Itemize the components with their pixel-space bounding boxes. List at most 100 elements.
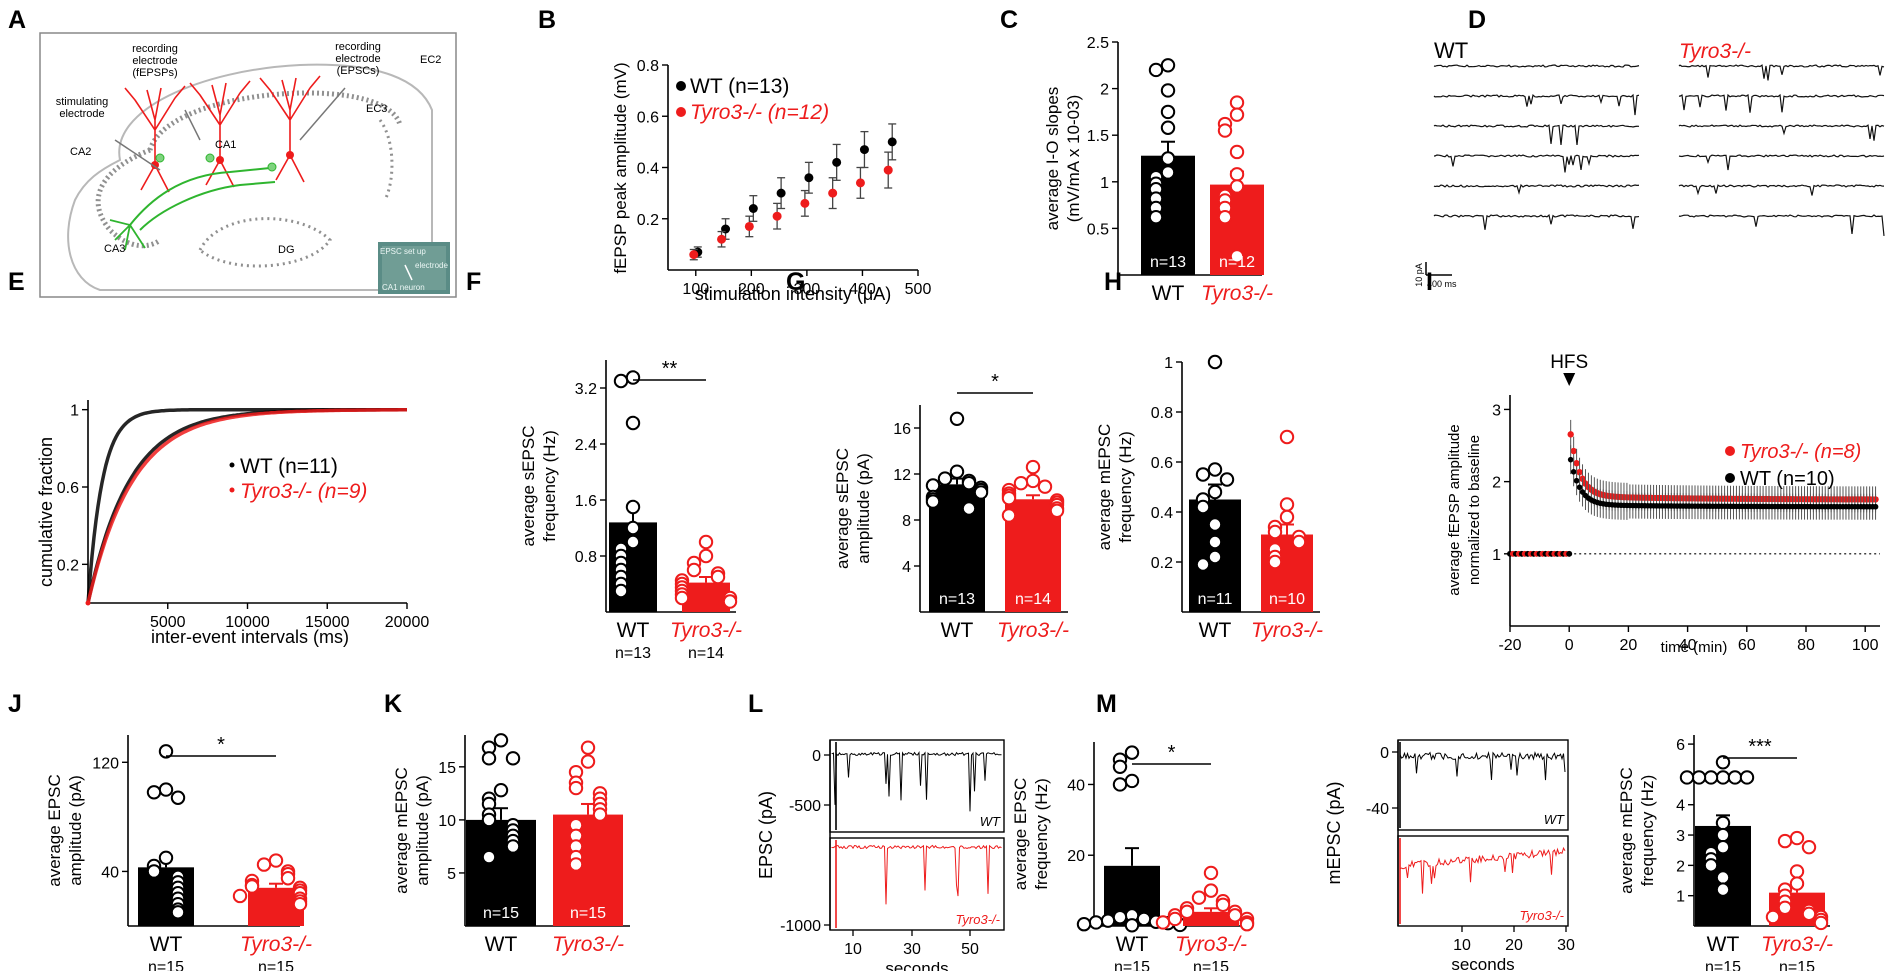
label-recording-fepsp: (fEPSPs) — [132, 67, 177, 79]
data-point-tyro3-L — [1203, 883, 1219, 898]
data-point-tyro3-C — [1229, 95, 1245, 110]
category-label-C: WT — [1152, 282, 1185, 305]
ca3-layer — [95, 147, 162, 249]
data-point-wt-H — [1207, 534, 1223, 550]
data-point-tyro3-M — [1801, 906, 1817, 922]
category-label-H: WT — [1199, 619, 1232, 642]
y-axis-label-B: fEPSP peak amplitude (mV) — [611, 62, 630, 273]
n-label-H: n=11 — [1198, 591, 1233, 608]
stim-electrode-line — [114, 139, 161, 171]
panel-letter-l: L — [748, 690, 763, 718]
x-tick-label-I: 100 — [1852, 637, 1879, 654]
hfs-label-I: HFS — [1550, 352, 1588, 373]
data-point-wt-L — [1124, 745, 1140, 760]
y-tick-label-E: 0.2 — [57, 557, 79, 574]
data-point-wt-C — [1160, 120, 1176, 135]
data-point-wt-F — [625, 534, 641, 550]
y-tick-label-B: 0.8 — [637, 58, 659, 75]
trace-label-wt-L: WT — [980, 814, 1001, 829]
scalebar-label-ms-D: 400 ms — [1427, 279, 1457, 289]
y-tick-label-B: 0.2 — [637, 212, 659, 229]
significance-marker-J: * — [217, 734, 225, 756]
category-label-C: Tyro3-/- — [1201, 282, 1273, 305]
category-label-F: WT — [617, 619, 650, 642]
data-point-tyro3-H — [1291, 534, 1307, 550]
data-point-tyro3-L — [1239, 917, 1255, 932]
trace-wt-M — [1399, 750, 1566, 781]
data-point-tyro3-n-8-I — [1573, 460, 1580, 467]
ca1-soma-0 — [151, 161, 159, 169]
n-label-M: n=15 — [1779, 959, 1815, 971]
data-point-tyro3-M — [1813, 915, 1829, 931]
data-point-wt-M — [1715, 770, 1731, 785]
y-tick-label-M: 4 — [1676, 798, 1685, 815]
data-point-wt-H — [1219, 472, 1235, 487]
data-point-tyro3-G — [1037, 479, 1053, 494]
y-tick-label-G: 16 — [893, 421, 911, 438]
trace-box-ko-L — [829, 837, 1005, 931]
ca3-neuron — [109, 219, 146, 251]
ca1-neuron-0 — [124, 85, 186, 193]
label-recording-epsc: recording — [335, 41, 381, 53]
y-tick-label-F: 2.4 — [575, 437, 597, 454]
data-point-wt-J — [170, 790, 186, 805]
x-tick-label-L-traces: 30 — [903, 941, 921, 958]
cdf-line-wt-fast-E — [86, 407, 407, 604]
data-point-tyro3-M — [1801, 839, 1817, 855]
y-tick-label-H: 0.8 — [1151, 405, 1173, 422]
inset-image-texture — [382, 246, 446, 290]
data-point-tyro3-L — [1179, 904, 1195, 920]
trace-ko-D — [1678, 124, 1885, 141]
cdf-origin-marker-E — [85, 600, 91, 606]
x-tick-label-I: 40 — [1679, 637, 1697, 654]
data-point-tyro3-C — [1229, 144, 1245, 160]
data-point-tyro3-M — [1777, 900, 1793, 916]
significance-marker-G: * — [991, 371, 999, 393]
x-tick-label-I: 60 — [1738, 637, 1756, 654]
ca1-soma-2 — [286, 151, 294, 159]
bar-wt-J — [138, 867, 194, 926]
trace-label-ko-M: Tyro3-/- — [1519, 908, 1564, 923]
y-axis-label-L-traces: EPSC (pA) — [756, 791, 776, 879]
data-point-tyro3-F — [698, 548, 714, 564]
y-tick-label-F: 1.6 — [575, 493, 597, 510]
data-point-wt-C — [1148, 62, 1164, 78]
data-point-wt-H — [1207, 354, 1223, 370]
data-point-tyro3-G — [1049, 503, 1065, 518]
trace-wt-L — [831, 750, 1002, 812]
x-tick-label-I: 20 — [1620, 637, 1638, 654]
x-tick-label-M-traces: 20 — [1505, 937, 1523, 954]
trace-wt-D — [1433, 214, 1640, 230]
legend-marker-E — [229, 487, 235, 493]
n-label-G: n=13 — [939, 591, 975, 608]
data-point-tyro3-n-8-I — [1576, 468, 1583, 476]
panel-letter-g: G — [786, 268, 805, 296]
data-point-tyro3-H — [1267, 524, 1283, 540]
data-point-tyro3-G — [1001, 490, 1017, 506]
data-point-wt-J — [158, 782, 174, 797]
category-label-K: WT — [485, 933, 518, 956]
y-axis-label-K: average mEPSC — [392, 767, 411, 894]
y-tick-label-M: 2 — [1676, 858, 1685, 875]
data-point-tyro3-n-12-B — [800, 198, 810, 208]
data-point-wt-F — [625, 520, 641, 536]
data-point-tyro3-L — [1227, 908, 1243, 923]
y-tick-label-E: 1 — [70, 403, 79, 420]
y-tick-label-M: 1 — [1676, 889, 1685, 906]
data-point-tyro3-F — [698, 534, 714, 550]
data-point-wt-n-10-I — [1872, 503, 1879, 510]
data-point-wt-n-10-I — [1573, 477, 1580, 484]
x-axis-label-L-traces: seconds — [885, 959, 948, 971]
data-point-wt-J — [158, 850, 174, 865]
panel-letter-j: J — [8, 690, 22, 718]
data-point-tyro3-K — [580, 754, 596, 769]
y-tick-label-I: 1 — [1492, 547, 1501, 564]
category-label-H: Tyro3-/- — [1251, 619, 1323, 642]
trace-wt-D — [1433, 64, 1640, 68]
data-point-wt-M — [1703, 858, 1719, 873]
n-label-H: n=10 — [1269, 591, 1305, 608]
trace-ko-D — [1678, 184, 1885, 196]
panel-letter-i: I — [1426, 268, 1433, 296]
data-point-tyro3-M — [1789, 830, 1805, 846]
x-tick-label-L-traces: 10 — [844, 941, 862, 958]
